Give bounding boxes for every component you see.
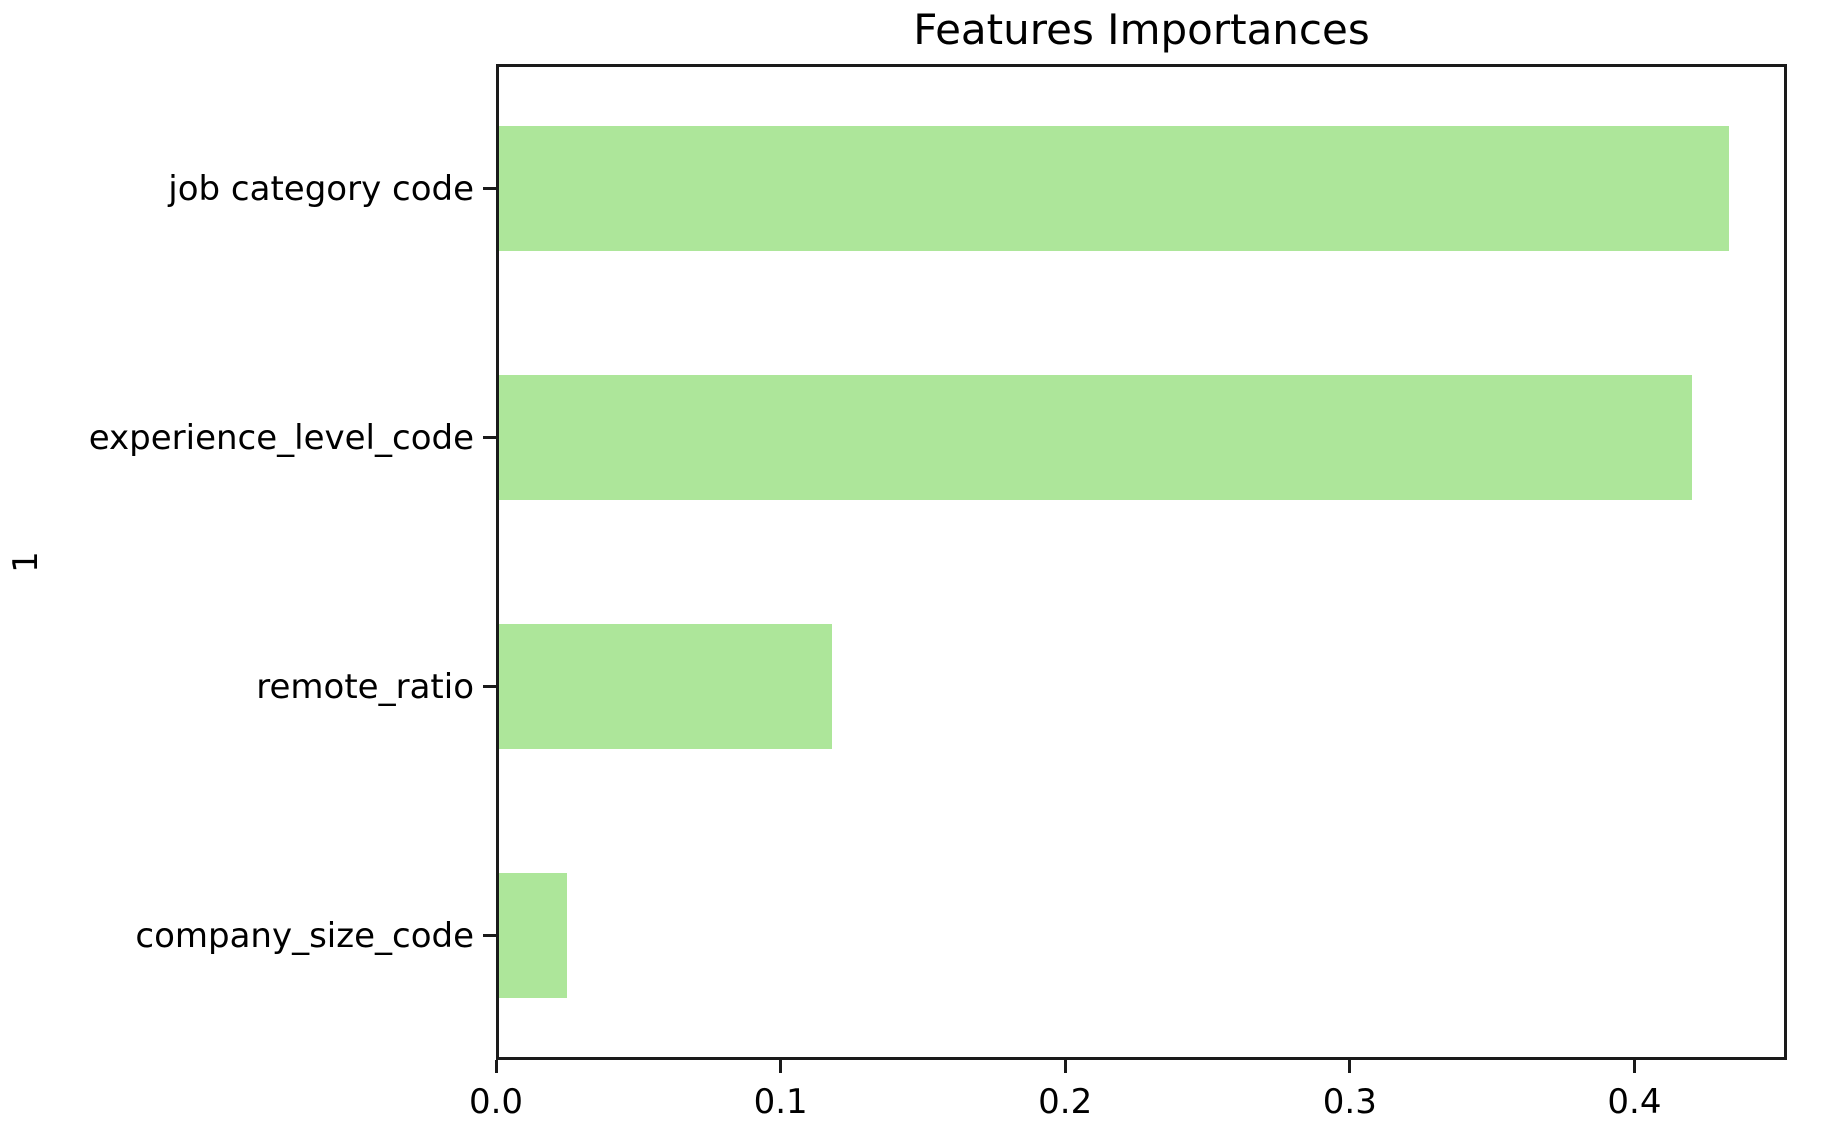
chart-title: Features Importances: [913, 5, 1370, 54]
x-tick-label: 0.0: [468, 1082, 524, 1122]
y-tick-mark: [483, 436, 496, 439]
y-tick-label: company_size_code: [135, 915, 474, 956]
x-tick-label: 0.2: [1038, 1082, 1093, 1122]
bar-experience-level-code: [499, 375, 1692, 500]
x-tick-mark: [1632, 1060, 1636, 1073]
bar-job-category-code: [499, 126, 1729, 251]
bars-container: [499, 67, 1784, 1057]
x-tick-mark: [779, 1060, 783, 1073]
x-tick-label: 0.1: [753, 1082, 808, 1122]
x-tick-label: 0.4: [1607, 1082, 1662, 1122]
plot-area: [496, 64, 1787, 1060]
x-tick-mark: [1348, 1060, 1352, 1073]
y-tick-label: job category code: [168, 168, 474, 209]
y-tick-label: experience_level_code: [88, 417, 474, 458]
y-tick-mark: [483, 934, 496, 937]
y-tick-mark: [483, 685, 496, 688]
y-axis-label: 1: [6, 551, 46, 573]
bar-company-size-code: [499, 873, 568, 998]
x-tick-mark: [1063, 1060, 1067, 1073]
y-tick-label: remote_ratio: [256, 666, 474, 707]
y-tick-mark: [483, 187, 496, 190]
bar-remote-ratio: [499, 624, 832, 749]
x-tick-mark: [494, 1060, 498, 1073]
x-tick-label: 0.3: [1322, 1082, 1377, 1122]
